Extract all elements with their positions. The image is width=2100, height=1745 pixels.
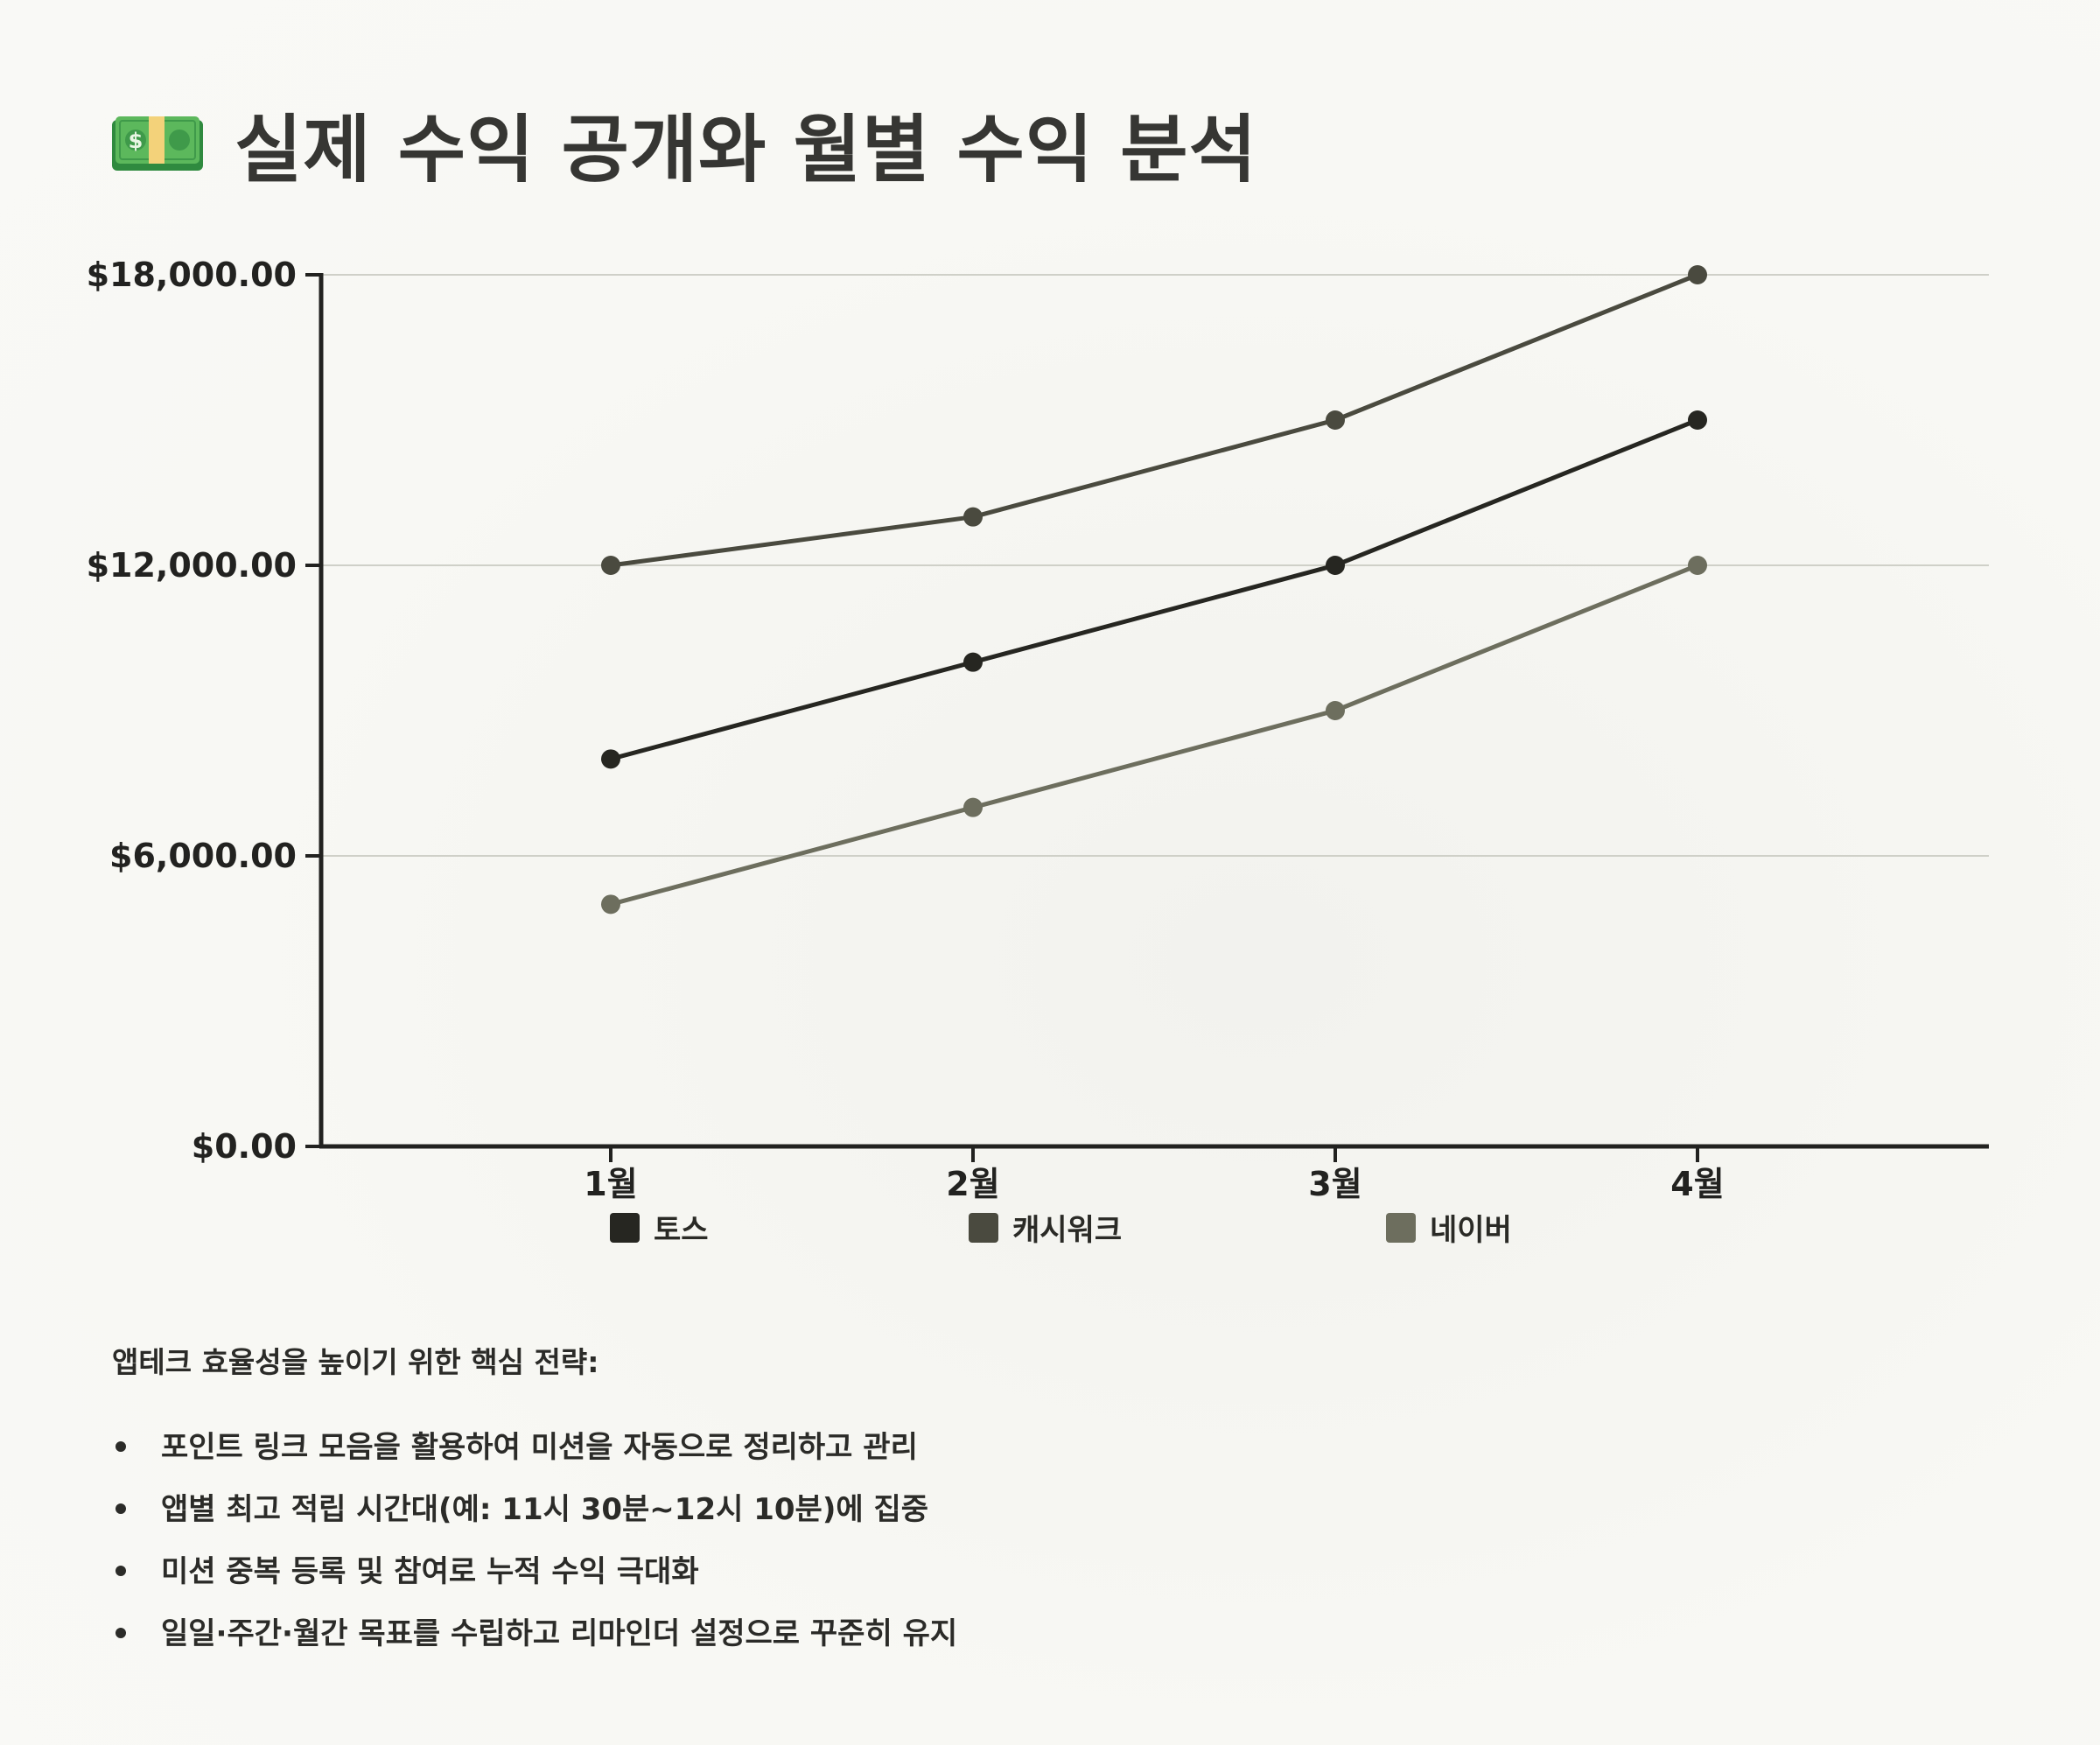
bullet-icon [116, 1628, 126, 1638]
list-item: 일일·주간·월간 목표를 수립하고 리마인더 설정으로 꾸준히 유지 [112, 1615, 1950, 1677]
x-tick-label: 2월 [946, 1165, 999, 1203]
strategy-notes: 앱테크 효율성을 높이기 위한 핵심 전략: 포인트 링크 모음을 활용하여 미… [112, 1339, 1950, 1677]
y-tick-label: $0.00 [192, 1127, 297, 1166]
legend-swatch [1386, 1212, 1416, 1243]
bullet-icon [116, 1566, 126, 1576]
series-line [608, 563, 1700, 907]
svg-text:$: $ [129, 129, 144, 153]
data-point [963, 652, 983, 672]
y-tick-label: $12,000.00 [87, 546, 297, 585]
bullet-icon [116, 1503, 126, 1514]
data-point [1688, 265, 1707, 284]
x-tick-label: 1월 [584, 1165, 637, 1203]
chart-legend: 토스 캐시워크 네이버 [0, 1206, 2100, 1250]
legend-swatch [969, 1212, 998, 1243]
notes-heading: 앱테크 효율성을 높이기 위한 핵심 전략: [112, 1345, 599, 1379]
data-point [1688, 410, 1707, 430]
y-tick-label: $6,000.00 [109, 837, 297, 875]
page-header: $ 실제 수익 공개와 월별 수익 분석 [112, 91, 1257, 197]
data-point [1326, 410, 1345, 430]
bullet-icon [116, 1441, 126, 1452]
money-bill-icon: $ [112, 116, 203, 171]
data-point [1688, 556, 1707, 575]
list-item-text: 일일·주간·월간 목표를 수립하고 리마인더 설정으로 꾸준히 유지 [161, 1616, 958, 1651]
page-title: 실제 수익 공개와 월별 수익 분석 [234, 107, 1257, 193]
data-point [1326, 556, 1345, 575]
series-line [608, 272, 1700, 568]
x-tick-label: 3월 [1308, 1165, 1362, 1203]
list-item: 앱별 최고 적립 시간대(예: 11시 30분~12시 10분)에 집중 [112, 1490, 1950, 1552]
list-item-text: 미션 중복 등록 및 참여로 누적 수익 극대화 [161, 1554, 699, 1589]
list-item: 포인트 링크 모음을 활용하여 미션을 자동으로 정리하고 관리 [112, 1428, 1950, 1490]
data-point [601, 749, 620, 769]
legend-item: 네이버 [1386, 1206, 1512, 1249]
data-point [963, 797, 983, 817]
legend-label: 토스 [654, 1213, 709, 1248]
legend-item: 토스 [610, 1206, 709, 1249]
x-tick-label: 4월 [1670, 1165, 1724, 1203]
data-point [1326, 701, 1345, 720]
list-item-text: 앱별 최고 적립 시간대(예: 11시 30분~12시 10분)에 집중 [161, 1492, 929, 1527]
series-line [608, 417, 1700, 761]
legend-item: 캐시워크 [969, 1206, 1122, 1249]
notes-list: 포인트 링크 모음을 활용하여 미션을 자동으로 정리하고 관리 앱별 최고 적… [112, 1428, 1950, 1677]
data-point [601, 894, 620, 915]
list-item-text: 포인트 링크 모음을 활용하여 미션을 자동으로 정리하고 관리 [161, 1430, 918, 1465]
legend-swatch [610, 1212, 640, 1243]
list-item: 미션 중복 등록 및 참여로 누적 수익 극대화 [112, 1552, 1950, 1615]
legend-label: 캐시워크 [1012, 1213, 1123, 1248]
data-point [601, 556, 620, 575]
y-tick-label: $18,000.00 [87, 256, 297, 294]
data-point [963, 507, 983, 527]
legend-label: 네이버 [1430, 1213, 1512, 1248]
